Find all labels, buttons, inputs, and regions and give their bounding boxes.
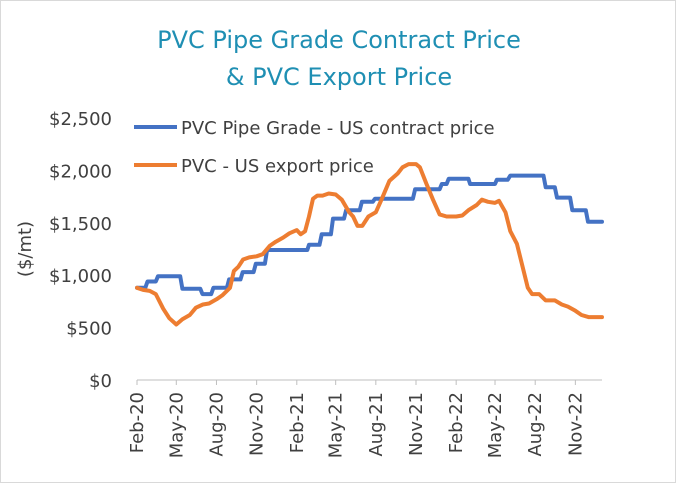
x-tick-label: Nov-22	[565, 392, 586, 456]
y-tick-label: $1,000	[49, 266, 112, 287]
chart-title-line-2: & PVC Export Price	[226, 63, 452, 91]
y-tick-label: $500	[66, 319, 112, 340]
legend-label-1: PVC Pipe Grade - US contract price	[181, 118, 495, 139]
y-tick-label: $2,500	[49, 109, 112, 130]
y-tick-label: $1,500	[49, 214, 112, 235]
x-tick-label: Feb-20	[127, 392, 148, 453]
y-axis-label: ($/mt)	[15, 221, 36, 277]
x-tick-label: Nov-21	[406, 392, 427, 456]
x-tick-label: Feb-21	[287, 392, 308, 453]
y-tick-label: $0	[89, 371, 112, 392]
y-tick-label: $2,000	[49, 161, 112, 182]
x-tick-label: Nov-20	[247, 392, 268, 456]
x-tick-label: Aug-21	[366, 392, 387, 457]
x-tick-label: May-20	[166, 392, 187, 458]
x-tick-label: Feb-22	[446, 392, 467, 453]
x-tick-label: Aug-20	[206, 392, 227, 457]
x-tick-label: May-22	[485, 392, 506, 458]
chart-title-line-1: PVC Pipe Grade Contract Price	[157, 26, 521, 54]
series-line-2	[135, 162, 604, 327]
x-tick-label: May-21	[326, 392, 347, 458]
x-tick-label: Aug-22	[525, 392, 546, 457]
series-line-1	[135, 173, 604, 297]
legend-label-2: PVC - US export price	[181, 156, 374, 177]
